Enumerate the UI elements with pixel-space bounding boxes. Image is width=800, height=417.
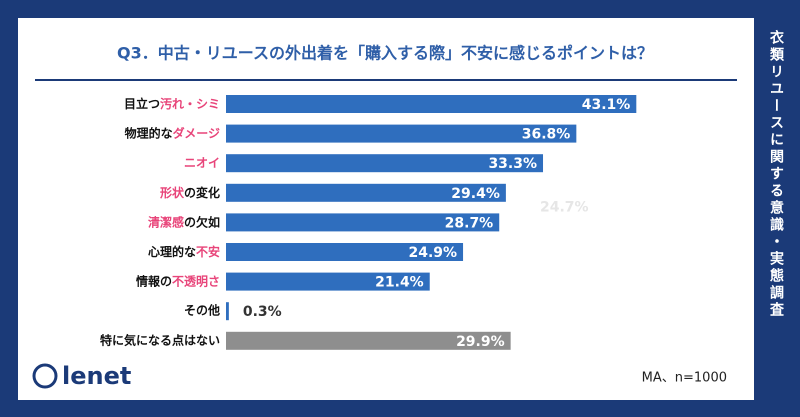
category-label: 心理的な不安 bbox=[148, 244, 220, 259]
bar bbox=[226, 331, 511, 350]
value-label: 24.9% bbox=[408, 245, 457, 261]
bar bbox=[226, 124, 577, 143]
value-label: 28.7% bbox=[445, 215, 494, 231]
logo: lenet bbox=[62, 362, 131, 390]
value-label: 29.4% bbox=[451, 186, 500, 202]
bar bbox=[226, 213, 500, 232]
logo-icon bbox=[32, 363, 58, 389]
label-part: 情報の bbox=[136, 273, 172, 288]
value-label: 21.4% bbox=[375, 275, 424, 291]
value-label: 43.1% bbox=[582, 97, 631, 113]
category-label: 情報の不透明さ bbox=[136, 273, 220, 288]
label-part: ニオイ bbox=[184, 156, 220, 170]
bar bbox=[226, 183, 506, 202]
bar bbox=[226, 272, 430, 291]
label-part: 心理的な bbox=[148, 244, 196, 259]
label-part: の欠如 bbox=[184, 214, 220, 229]
label-part: の変化 bbox=[184, 184, 220, 199]
bar bbox=[226, 243, 464, 261]
label-part: 目立つ bbox=[124, 96, 160, 111]
bar bbox=[226, 302, 229, 321]
value-label: 36.8% bbox=[522, 127, 571, 143]
bar bbox=[226, 154, 544, 173]
category-label: 目立つ汚れ・シミ bbox=[124, 96, 220, 111]
value-label: 29.9% bbox=[456, 334, 505, 350]
survey-title: 衣類リユースに関する意識・実態調査 bbox=[768, 29, 785, 319]
annotation: 24.7% bbox=[540, 200, 589, 216]
label-part: 物理的な bbox=[125, 125, 173, 140]
label-part: 清潔感 bbox=[148, 214, 184, 229]
label-part: ダメージ bbox=[173, 125, 220, 140]
value-label: 33.3% bbox=[488, 156, 537, 172]
note: MA、n=1000 bbox=[642, 371, 727, 386]
value-label: 0.3% bbox=[243, 304, 282, 320]
label-part: 不透明さ bbox=[172, 274, 220, 288]
chart-title: Q3．中古・リユースの外出着を「購入する際」不安に感じるポイントは？ bbox=[117, 44, 653, 63]
label-part: 不安 bbox=[196, 244, 220, 259]
bar bbox=[226, 95, 637, 113]
category-label: 形状の変化 bbox=[160, 184, 220, 199]
label-part: 形状 bbox=[160, 184, 185, 199]
category-label: 清潔感の欠如 bbox=[148, 214, 220, 229]
category-label: 物理的なダメージ bbox=[125, 125, 220, 140]
label-part: 汚れ・シミ bbox=[160, 96, 220, 111]
category-label: 特に気になる点はない bbox=[100, 332, 220, 347]
category-label: ニオイ bbox=[184, 156, 220, 170]
category-label: その他 bbox=[184, 303, 220, 318]
